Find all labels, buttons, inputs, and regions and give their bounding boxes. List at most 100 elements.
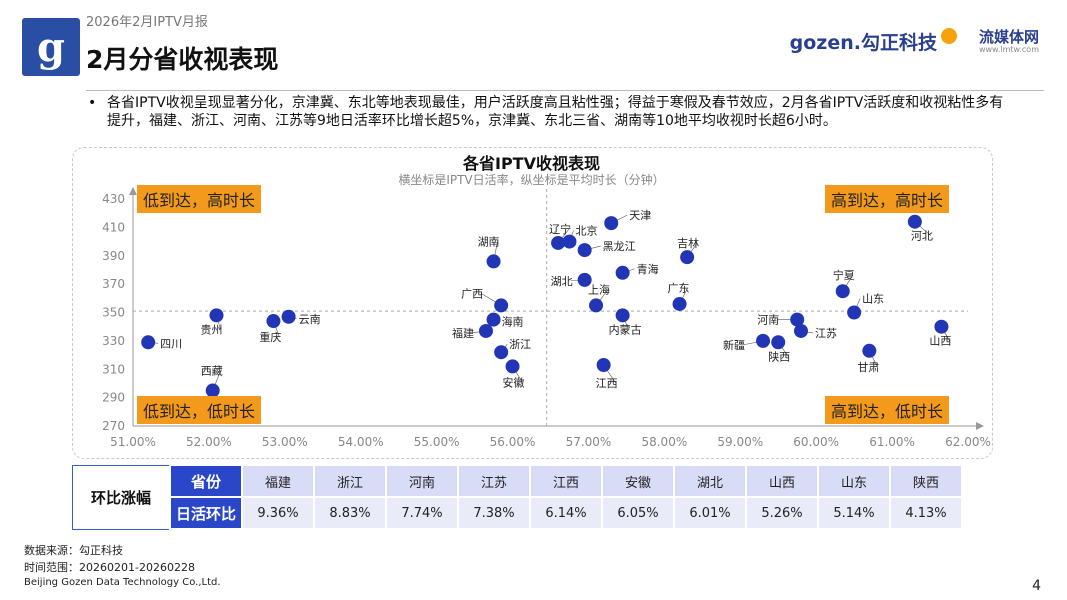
data-point-浙江 bbox=[494, 345, 509, 360]
point-label: 北京 bbox=[575, 224, 597, 238]
growth-cell: 5.26% bbox=[745, 496, 819, 530]
data-point-贵州 bbox=[209, 308, 224, 323]
data-point-吉林 bbox=[680, 250, 695, 265]
data-point-安徽 bbox=[505, 359, 520, 374]
table-row-growth: 日活环比 9.36% 8.83% 7.74% 7.38% 6.14% 6.05%… bbox=[73, 496, 963, 530]
data-point-广西 bbox=[494, 298, 509, 313]
point-label: 内蒙古 bbox=[609, 322, 642, 336]
point-label: 湖北 bbox=[551, 275, 573, 288]
y-tick-label: 410 bbox=[102, 220, 125, 234]
x-tick-label: 52.00% bbox=[186, 435, 232, 449]
data-point-甘肃 bbox=[862, 343, 877, 358]
point-label: 江苏 bbox=[815, 327, 837, 340]
report-label: 2026年2月IPTV月报 bbox=[86, 15, 208, 30]
data-point-湖北 bbox=[577, 272, 592, 287]
chart-frame bbox=[72, 147, 993, 459]
data-point-广东 bbox=[672, 296, 687, 311]
province-cell: 浙江 bbox=[313, 464, 387, 498]
point-label: 陕西 bbox=[768, 349, 790, 363]
data-point-内蒙古 bbox=[615, 308, 630, 323]
brand-lmtw: 流媒体网 bbox=[978, 28, 1039, 46]
company-name: Beijing Gozen Data Technology Co.,Ltd. bbox=[24, 577, 221, 588]
growth-cell: 8.83% bbox=[313, 496, 387, 530]
y-tick-label: 310 bbox=[102, 362, 125, 376]
quadrant-label-top-left: 低到达，高时长 bbox=[137, 185, 262, 213]
point-label: 新疆 bbox=[723, 338, 745, 352]
page-title: 2月分省收视表现 bbox=[86, 45, 279, 74]
data-point-重庆 bbox=[266, 314, 281, 329]
y-tick-label: 290 bbox=[102, 391, 125, 405]
data-point-福建 bbox=[478, 323, 493, 338]
data-point-湖南 bbox=[486, 254, 501, 269]
x-tick-label: 53.00% bbox=[262, 435, 308, 449]
data-source: 数据来源：勾正科技 bbox=[24, 544, 123, 557]
growth-label: 日活环比 bbox=[169, 496, 243, 530]
province-cell: 福建 bbox=[241, 464, 315, 498]
point-label: 西藏 bbox=[201, 365, 223, 378]
quadrant-label-bottom-left: 低到达，低时长 bbox=[137, 396, 262, 424]
data-point-河北 bbox=[907, 214, 922, 229]
data-point-宁夏 bbox=[835, 284, 850, 299]
quadrant-label-top-right: 高到达，高时长 bbox=[825, 185, 950, 213]
point-label: 贵州 bbox=[201, 323, 223, 336]
data-point-江西 bbox=[596, 357, 611, 372]
province-cell: 安徽 bbox=[601, 464, 675, 498]
data-point-海南 bbox=[486, 312, 501, 327]
data-point-辽宁 bbox=[551, 235, 566, 250]
growth-cell: 5.14% bbox=[817, 496, 891, 530]
growth-cell: 6.01% bbox=[673, 496, 747, 530]
province-label: 省份 bbox=[169, 464, 243, 498]
data-point-陕西 bbox=[771, 335, 786, 350]
growth-cell: 7.38% bbox=[457, 496, 531, 530]
summary-text: 各省IPTV收视呈现显著分化，京津冀、东北等地表现最佳，用户活跃度高且粘性强；得… bbox=[107, 95, 1004, 129]
point-label: 河北 bbox=[911, 230, 933, 243]
x-tick-label: 61.00% bbox=[869, 435, 915, 449]
point-label: 河南 bbox=[757, 314, 779, 327]
x-tick-label: 60.00% bbox=[793, 435, 839, 449]
point-label: 安徽 bbox=[503, 375, 525, 389]
x-tick-label: 51.00% bbox=[110, 435, 156, 449]
lmtw-logo-icon bbox=[941, 28, 957, 44]
point-label: 甘肃 bbox=[857, 361, 879, 374]
province-cell: 山东 bbox=[817, 464, 891, 498]
point-label: 黑龙江 bbox=[603, 240, 636, 253]
summary-paragraph: • 各省IPTV收视呈现显著分化，京津冀、东北等地表现最佳，用户活跃度高且粘性强… bbox=[88, 94, 1008, 130]
province-cell: 陕西 bbox=[889, 464, 963, 498]
x-tick-label: 56.00% bbox=[490, 435, 536, 449]
point-label: 山东 bbox=[862, 293, 884, 306]
point-label: 四川 bbox=[160, 337, 182, 350]
data-point-新疆 bbox=[756, 333, 771, 348]
chart-subtitle: 横坐标是IPTV日活率，纵坐标是平均时长（分钟） bbox=[398, 173, 665, 187]
x-tick-label: 54.00% bbox=[338, 435, 384, 449]
point-label: 辽宁 bbox=[549, 222, 571, 236]
data-point-山东 bbox=[847, 305, 862, 320]
point-label: 浙江 bbox=[509, 338, 531, 351]
brand-lmtw-url: www.lmtw.com bbox=[978, 45, 1039, 54]
point-label: 江西 bbox=[596, 377, 618, 390]
data-point-西藏 bbox=[205, 383, 220, 398]
table-row-header: 环比涨幅 bbox=[72, 464, 171, 530]
data-point-云南 bbox=[281, 309, 296, 324]
x-tick-label: 57.00% bbox=[566, 435, 612, 449]
y-tick-label: 430 bbox=[102, 192, 125, 206]
point-label: 山西 bbox=[929, 335, 951, 348]
point-label: 青海 bbox=[637, 262, 659, 276]
data-point-青海 bbox=[615, 265, 630, 280]
growth-cell: 7.74% bbox=[385, 496, 459, 530]
data-point-黑龙江 bbox=[577, 243, 592, 258]
growth-cell: 4.13% bbox=[889, 496, 963, 530]
page-number: 4 bbox=[1032, 578, 1041, 594]
point-label: 上海 bbox=[588, 282, 610, 296]
x-tick-label: 58.00% bbox=[641, 435, 687, 449]
title-divider bbox=[86, 90, 1044, 91]
y-tick-label: 350 bbox=[102, 306, 125, 320]
gozen-logo-letter: g bbox=[37, 23, 65, 71]
province-cell: 湖北 bbox=[673, 464, 747, 498]
x-tick-label: 55.00% bbox=[414, 435, 460, 449]
growth-table: 环比涨幅 省份 福建 浙江 河南 江苏 江西 安徽 湖北 山西 山东 陕西 日活… bbox=[72, 464, 963, 530]
point-label: 福建 bbox=[452, 326, 474, 340]
growth-cell: 6.14% bbox=[529, 496, 603, 530]
data-point-北京 bbox=[562, 234, 577, 249]
point-label: 宁夏 bbox=[833, 268, 855, 282]
x-tick-label: 62.00% bbox=[945, 435, 991, 449]
